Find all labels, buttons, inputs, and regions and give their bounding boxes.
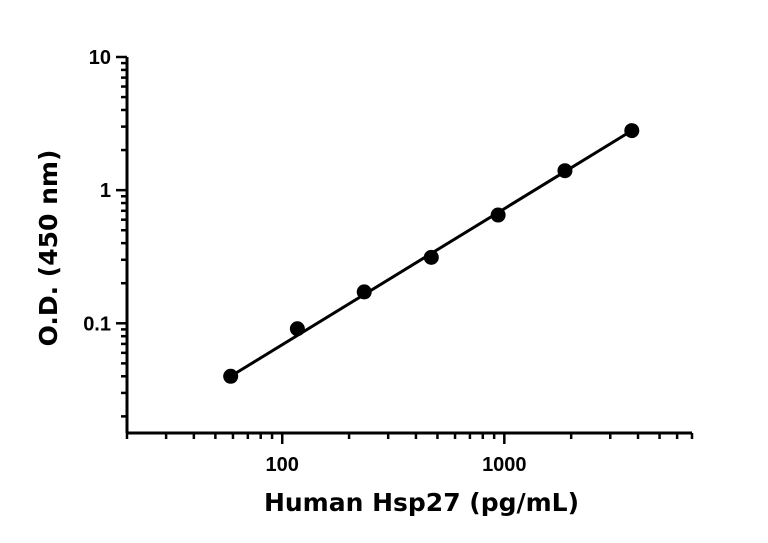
x-axis-ticks [125, 433, 694, 444]
data-point [490, 207, 506, 223]
data-point [356, 284, 372, 300]
y-tick-label: 1 [100, 180, 111, 202]
data-point [289, 321, 305, 337]
y-axis-tick-labels: 0.1 1 10 [83, 47, 111, 335]
data-point [624, 123, 640, 139]
y-tick-label: 10 [89, 47, 111, 69]
x-axis-title: Human Hsp27 (pg/mL) [264, 488, 579, 517]
y-axis-ticks [116, 55, 127, 418]
x-tick-label: 100 [266, 454, 299, 476]
data-point [223, 368, 239, 384]
data-point [423, 249, 439, 265]
x-tick-label: 1000 [482, 454, 527, 476]
x-axis-tick-labels: 100 1000 [266, 454, 527, 476]
data-point [557, 163, 573, 179]
axes [125, 57, 692, 435]
y-axis-title: O.D. (450 nm) [34, 150, 63, 347]
data-points [223, 123, 640, 384]
y-tick-label: 0.1 [83, 313, 111, 335]
